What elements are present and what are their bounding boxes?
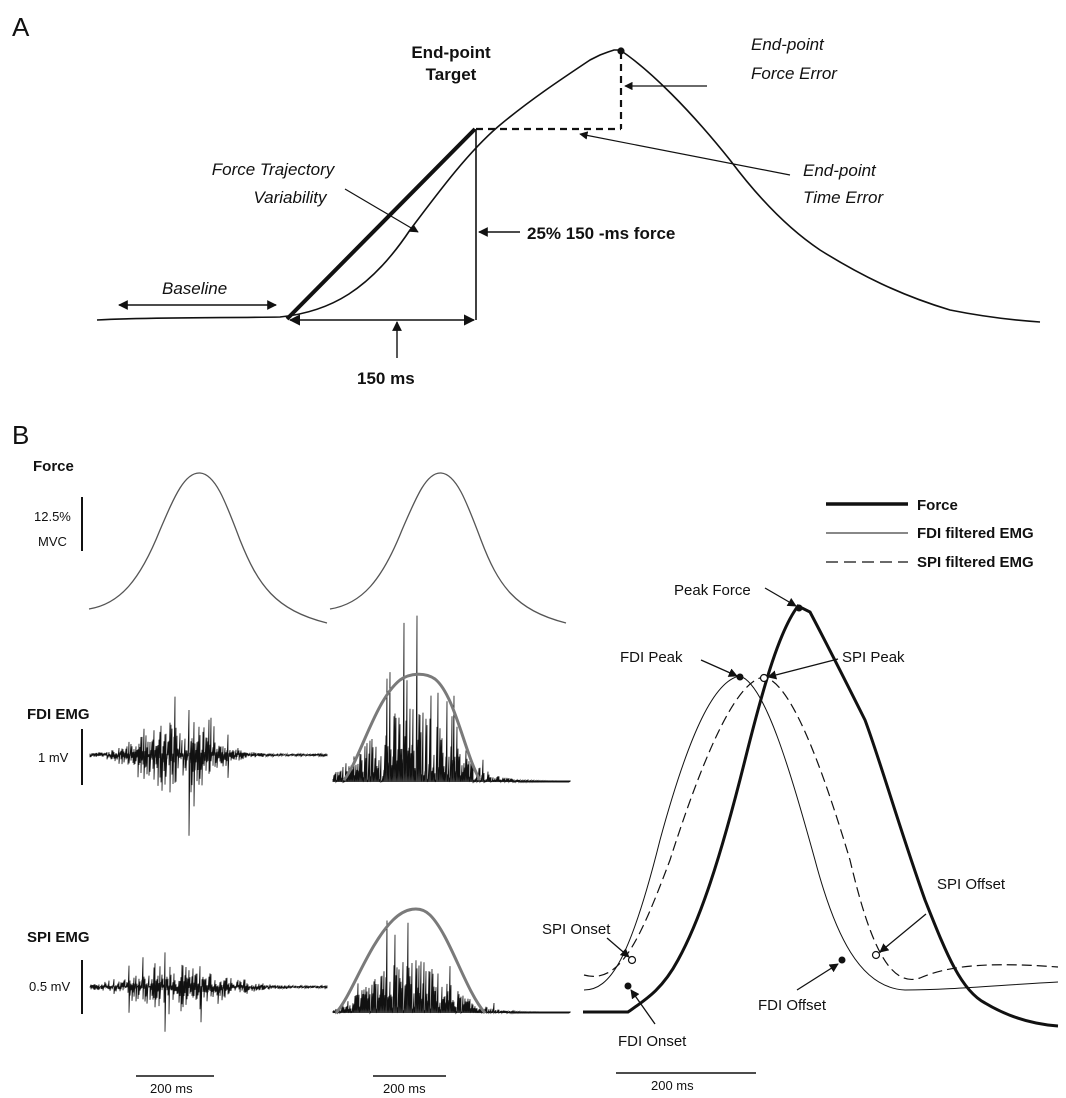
spi-emg-2-waveform bbox=[332, 920, 571, 1015]
peak-force-pointer bbox=[764, 587, 797, 607]
panel-a-endpoint-target-line1: End-point bbox=[411, 43, 491, 62]
fdi-onset-label: FDI Onset bbox=[618, 1033, 687, 1050]
row-label-spi-emg: SPI EMG bbox=[27, 929, 90, 946]
fdi-peak-pointer bbox=[700, 659, 738, 677]
force-trace-2 bbox=[329, 472, 567, 624]
fdi-onset-pointer bbox=[630, 989, 656, 1025]
spi-emg-raw-1 bbox=[89, 952, 328, 1032]
peak-force-marker bbox=[795, 604, 803, 612]
spi-onset-pointer bbox=[606, 937, 630, 958]
spi-emg-raw-2 bbox=[332, 920, 571, 1015]
panel-a-endpoint-target-line2: Target bbox=[426, 65, 477, 84]
panel-b: B Force FDI EMG SPI EMG 12.5% MVC 1 mV 0… bbox=[12, 420, 1059, 1096]
panel-a-time-error-pointer bbox=[579, 131, 791, 176]
panel-b-letter: B bbox=[12, 420, 29, 450]
peak-force-label: Peak Force bbox=[674, 582, 751, 599]
spi-offset-pointer bbox=[879, 913, 927, 953]
panel-a-variability-line1: Force Trajectory bbox=[212, 160, 336, 179]
panel-a-150ms-label: 150 ms bbox=[357, 369, 415, 388]
legend-label-force: Force bbox=[917, 497, 958, 514]
spi-onset-label: SPI Onset bbox=[542, 921, 611, 938]
spi-offset-label: SPI Offset bbox=[937, 876, 1006, 893]
spi-onset-marker bbox=[627, 955, 637, 965]
fdi-scale-label: 1 mV bbox=[38, 750, 69, 765]
panel-a-force-error-line1: End-point bbox=[751, 35, 825, 54]
time-scale-label-1: 200 ms bbox=[150, 1081, 193, 1096]
panel-a-variability-line2: Variability bbox=[253, 188, 328, 207]
overlay-fdi-filtered bbox=[583, 675, 1059, 991]
row-label-force: Force bbox=[33, 458, 74, 475]
spi-peak-label: SPI Peak bbox=[842, 649, 905, 666]
force-scale-unit: MVC bbox=[38, 534, 67, 549]
panel-a-letter: A bbox=[12, 12, 30, 42]
panel-a-baseline-label: Baseline bbox=[162, 279, 227, 298]
spi-peak-pointer bbox=[767, 658, 839, 680]
fdi-offset-pointer bbox=[796, 963, 839, 991]
fdi-emg-raw-2 bbox=[332, 615, 571, 784]
spi-emg-1-waveform bbox=[89, 952, 328, 1032]
spi-emg-envelope bbox=[334, 907, 487, 1014]
overlay-spi-filtered bbox=[583, 676, 1059, 980]
legend: Force FDI filtered EMG SPI filtered EMG bbox=[826, 497, 1034, 571]
overlay-force bbox=[583, 604, 1059, 1028]
row-label-fdi-emg: FDI EMG bbox=[27, 706, 90, 723]
time-scale-label-2: 200 ms bbox=[383, 1081, 426, 1096]
spi-peak-marker bbox=[759, 673, 769, 683]
fdi-peak-label: FDI Peak bbox=[620, 649, 683, 666]
legend-label-spi: SPI filtered EMG bbox=[917, 554, 1034, 571]
force-trace-1 bbox=[88, 472, 328, 624]
force-scale-pct: 12.5% bbox=[34, 509, 71, 524]
fdi-emg-2-waveform bbox=[332, 615, 571, 784]
panel-a-25pct-label: 25% 150 -ms force bbox=[527, 224, 675, 243]
fdi-emg-raw-1 bbox=[89, 696, 328, 836]
panel-a-time-error-line1: End-point bbox=[803, 161, 877, 180]
legend-label-fdi: FDI filtered EMG bbox=[917, 525, 1034, 542]
panel-a-force-curve bbox=[96, 49, 1041, 323]
fdi-peak-marker bbox=[736, 673, 744, 681]
spi-scale-label: 0.5 mV bbox=[29, 979, 71, 994]
panel-a-peak-dot bbox=[617, 47, 625, 55]
panel-a-variability-pointer bbox=[344, 188, 419, 233]
fdi-offset-label: FDI Offset bbox=[758, 997, 827, 1014]
fdi-emg-1-waveform bbox=[89, 696, 328, 836]
panel-a-time-error-line2: Time Error bbox=[803, 188, 884, 207]
spi-offset-marker bbox=[871, 950, 881, 960]
fdi-offset-marker bbox=[838, 956, 846, 964]
time-scale-label-3: 200 ms bbox=[651, 1078, 694, 1093]
panel-a: A 150 ms Baseline 25% 150 -ms force End-… bbox=[12, 12, 1041, 388]
fdi-onset-marker bbox=[624, 982, 632, 990]
panel-a-force-error-line2: Force Error bbox=[751, 64, 838, 83]
panel-a-target-line bbox=[285, 127, 477, 321]
fdi-emg-envelope bbox=[342, 672, 482, 781]
